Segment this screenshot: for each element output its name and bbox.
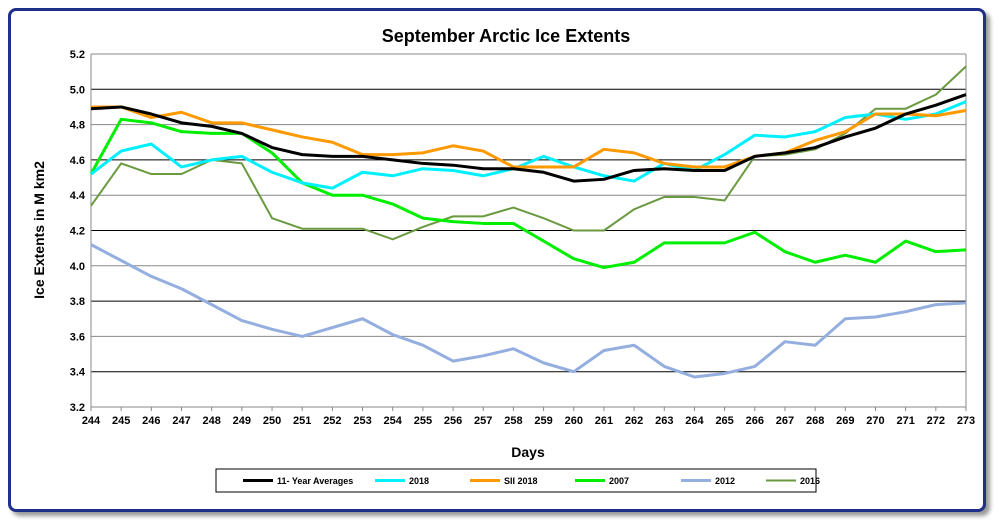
x-tick-label: 261: [595, 415, 613, 427]
y-tick-label: 3.6: [70, 331, 85, 343]
x-tick-label: 259: [534, 415, 552, 427]
y-tick-label: 4.2: [70, 226, 85, 238]
x-tick-label: 255: [414, 415, 432, 427]
legend-label: 2012: [715, 476, 735, 486]
y-axis-label: Ice Extents in M km2: [31, 161, 47, 299]
y-tick-label: 4.4: [70, 190, 86, 202]
legend-box: [215, 468, 817, 493]
x-tick-label: 246: [142, 415, 160, 427]
x-tick-label: 273: [957, 415, 975, 427]
x-tick-label: 254: [384, 415, 403, 427]
x-axis-label: Days: [511, 444, 545, 460]
chart-title: September Arctic Ice Extents: [382, 26, 630, 46]
x-tick-label: 269: [836, 415, 854, 427]
x-tick-label: 252: [323, 415, 341, 427]
series-line-2012: [90, 243, 967, 379]
x-tick-label: 257: [474, 415, 492, 427]
x-tick-label: 256: [444, 415, 462, 427]
x-tick-label: 262: [625, 415, 643, 427]
x-tick-label: 267: [776, 415, 794, 427]
x-tick-label: 248: [203, 415, 221, 427]
series-line-sii-2018: [91, 105, 967, 169]
x-tick-label: 251: [293, 415, 311, 427]
legend-label: SII 2018: [504, 476, 538, 486]
y-tick-label: 4.8: [70, 120, 85, 132]
x-tick-label: 244: [82, 415, 101, 427]
legend: 11- Year Averages 2018 SII 2018 2007 2012 201…: [215, 468, 820, 493]
legend-label: 2018: [409, 476, 429, 486]
x-tick-label: 263: [655, 415, 673, 427]
series-line-11-year-averages: [90, 93, 967, 183]
x-tick-label: 272: [927, 415, 945, 427]
x-tick-label: 270: [866, 415, 884, 427]
legend-label: 2007: [609, 476, 629, 486]
x-tick-label: 245: [112, 415, 130, 427]
x-tick-label: 264: [685, 415, 704, 427]
x-tick-label: 258: [504, 415, 522, 427]
legend-label: 11- Year Averages: [277, 476, 353, 486]
y-tick-label: 4.0: [70, 261, 85, 273]
x-tick-label: 247: [172, 415, 190, 427]
x-tick-label: 260: [565, 415, 583, 427]
x-tick-label: 250: [263, 415, 281, 427]
y-tick-label: 3.4: [70, 367, 86, 379]
series-line-2018: [90, 100, 967, 190]
legend-label: 2016: [800, 476, 820, 486]
y-tick-label: 3.8: [70, 296, 85, 308]
x-tick-label: 271: [896, 415, 914, 427]
y-tick-label: 5.2: [70, 49, 85, 61]
series-line-2016: [90, 65, 967, 241]
x-tick-label: 266: [746, 415, 764, 427]
y-tick-label: 3.2: [70, 402, 85, 414]
x-tick-label: 253: [353, 415, 371, 427]
y-tick-label: 4.6: [70, 155, 85, 167]
y-tick-label: 5.0: [70, 84, 85, 96]
x-tick-label: 268: [806, 415, 824, 427]
x-tick-label: 249: [233, 415, 251, 427]
x-tick-label: 265: [715, 415, 733, 427]
